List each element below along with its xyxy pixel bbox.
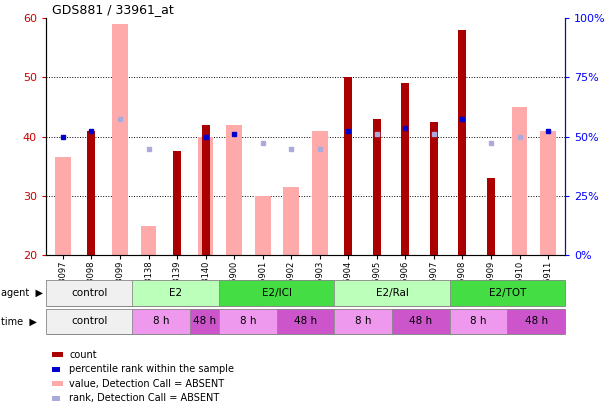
Bar — [87, 131, 95, 255]
Text: value, Detection Call = ABSENT: value, Detection Call = ABSENT — [69, 379, 224, 389]
Text: 8 h: 8 h — [355, 316, 371, 326]
Bar — [46, 309, 133, 334]
Text: E2/ICI: E2/ICI — [262, 288, 291, 298]
Text: 8 h: 8 h — [153, 316, 169, 326]
Bar — [430, 122, 438, 255]
Bar — [487, 178, 495, 255]
Bar — [511, 107, 527, 255]
Text: 48 h: 48 h — [409, 316, 433, 326]
Bar — [540, 131, 556, 255]
Text: E2: E2 — [169, 288, 182, 298]
Bar — [198, 137, 213, 255]
Text: 48 h: 48 h — [294, 316, 317, 326]
Text: count: count — [69, 350, 97, 360]
Bar — [450, 280, 565, 306]
Bar — [226, 125, 242, 255]
Bar — [219, 280, 334, 306]
Bar — [312, 131, 327, 255]
Text: 8 h: 8 h — [470, 316, 487, 326]
Bar — [284, 187, 299, 255]
Bar — [508, 309, 565, 334]
Bar — [133, 280, 219, 306]
Text: control: control — [71, 288, 108, 298]
Bar — [112, 24, 128, 255]
Text: 8 h: 8 h — [240, 316, 256, 326]
Bar — [255, 196, 271, 255]
Bar — [401, 83, 409, 255]
Text: 48 h: 48 h — [193, 316, 216, 326]
Bar — [55, 158, 71, 255]
Text: 48 h: 48 h — [525, 316, 548, 326]
Bar — [392, 309, 450, 334]
Bar — [450, 309, 508, 334]
Bar — [334, 280, 450, 306]
Text: time  ▶: time ▶ — [1, 316, 37, 326]
Text: control: control — [71, 316, 108, 326]
Bar — [202, 125, 210, 255]
Text: agent  ▶: agent ▶ — [1, 288, 43, 298]
Bar — [277, 309, 334, 334]
Bar — [373, 119, 381, 255]
Text: E2/TOT: E2/TOT — [489, 288, 526, 298]
Bar — [173, 151, 181, 255]
Text: rank, Detection Call = ABSENT: rank, Detection Call = ABSENT — [69, 393, 219, 403]
Text: percentile rank within the sample: percentile rank within the sample — [69, 364, 234, 374]
Bar — [334, 309, 392, 334]
Bar — [46, 280, 133, 306]
Bar — [133, 309, 190, 334]
Text: E2/Ral: E2/Ral — [376, 288, 409, 298]
Bar — [458, 30, 466, 255]
Text: GDS881 / 33961_at: GDS881 / 33961_at — [52, 3, 174, 16]
Bar — [219, 309, 277, 334]
Bar — [141, 226, 156, 255]
Bar — [345, 77, 353, 255]
Bar — [190, 309, 219, 334]
